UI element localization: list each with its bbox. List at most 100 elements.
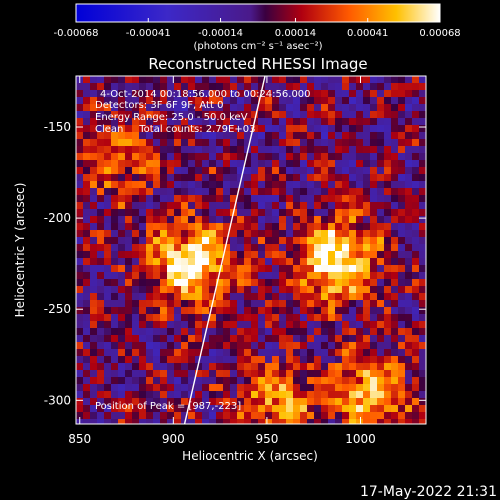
heatmap-cell	[272, 160, 280, 168]
heatmap-cell	[405, 321, 413, 329]
heatmap-cell	[356, 223, 364, 231]
heatmap-cell	[146, 104, 154, 112]
heatmap-cell	[405, 391, 413, 399]
heatmap-cell	[230, 160, 238, 168]
heatmap-cell	[335, 307, 343, 315]
heatmap-cell	[321, 356, 329, 364]
heatmap-cell	[216, 139, 224, 147]
heatmap-cell	[104, 181, 112, 189]
heatmap-cell	[342, 181, 350, 189]
heatmap-cell	[83, 349, 91, 357]
heatmap-cell	[202, 363, 210, 371]
heatmap-cell	[146, 76, 154, 84]
heatmap-cell	[265, 125, 273, 133]
heatmap-cell	[202, 146, 210, 154]
heatmap-cell	[244, 104, 252, 112]
heatmap-cell	[377, 111, 385, 119]
heatmap-cell	[174, 307, 182, 315]
heatmap-cell	[251, 363, 259, 371]
heatmap-cell	[419, 300, 426, 308]
heatmap-cell	[181, 223, 189, 231]
heatmap-cell	[97, 405, 105, 413]
heatmap-cell	[237, 230, 245, 238]
heatmap-cell	[202, 181, 210, 189]
heatmap-cell	[230, 139, 238, 147]
heatmap-cell	[223, 265, 231, 273]
heatmap-cell	[412, 391, 420, 399]
heatmap-cell	[342, 356, 350, 364]
heatmap-cell	[223, 216, 231, 224]
heatmap-cell	[349, 230, 357, 238]
heatmap-cell	[293, 125, 301, 133]
heatmap-cell	[349, 153, 357, 161]
heatmap-cell	[349, 370, 357, 378]
heatmap-cell	[328, 293, 336, 301]
heatmap-cell	[349, 216, 357, 224]
heatmap-cell	[286, 209, 294, 217]
heatmap-cell	[398, 90, 406, 98]
heatmap-cell	[97, 160, 105, 168]
heatmap-cell	[97, 202, 105, 210]
heatmap-cell	[146, 118, 154, 126]
heatmap-cell	[132, 125, 140, 133]
heatmap-cell	[90, 139, 98, 147]
heatmap-cell	[405, 230, 413, 238]
heatmap-cell	[202, 195, 210, 203]
heatmap-cell	[398, 209, 406, 217]
heatmap-cell	[111, 335, 119, 343]
heatmap-cell	[286, 412, 294, 420]
heatmap-cell	[412, 153, 420, 161]
heatmap-cell	[272, 97, 280, 105]
heatmap-cell	[321, 293, 329, 301]
heatmap-cell	[76, 363, 84, 371]
heatmap-cell	[202, 216, 210, 224]
heatmap-cell	[146, 111, 154, 119]
heatmap-cell	[132, 279, 140, 287]
heatmap-cell	[363, 279, 371, 287]
heatmap-cell	[111, 251, 119, 259]
heatmap-cell	[251, 377, 259, 385]
heatmap-cell	[146, 335, 154, 343]
heatmap-cell	[153, 391, 161, 399]
heatmap-cell	[181, 195, 189, 203]
heatmap-cell	[146, 167, 154, 175]
heatmap-cell	[405, 139, 413, 147]
heatmap-cell	[405, 174, 413, 182]
heatmap-cell	[118, 209, 126, 217]
heatmap-cell	[76, 104, 84, 112]
heatmap-cell	[209, 328, 217, 336]
heatmap-cell	[265, 349, 273, 357]
heatmap-cell	[202, 139, 210, 147]
heatmap-cell	[286, 125, 294, 133]
heatmap-cell	[363, 405, 371, 413]
heatmap-cell	[286, 167, 294, 175]
heatmap-cell	[216, 160, 224, 168]
heatmap-cell	[370, 279, 378, 287]
heatmap-cell	[160, 181, 168, 189]
heatmap-cell	[76, 384, 84, 392]
heatmap-cell	[223, 181, 231, 189]
heatmap-cell	[335, 125, 343, 133]
heatmap-cell	[202, 258, 210, 266]
heatmap-cell	[335, 195, 343, 203]
heatmap-cell	[195, 405, 203, 413]
heatmap-cell	[300, 391, 308, 399]
heatmap-cell	[258, 384, 266, 392]
heatmap-cell	[118, 307, 126, 315]
heatmap-cell	[328, 146, 336, 154]
heatmap-cell	[286, 237, 294, 245]
heatmap-cell	[251, 342, 259, 350]
heatmap-cell	[195, 153, 203, 161]
heatmap-cell	[251, 384, 259, 392]
heatmap-cell	[251, 139, 259, 147]
heatmap-cell	[76, 405, 84, 413]
heatmap-cell	[356, 342, 364, 350]
heatmap-cell	[293, 342, 301, 350]
heatmap-cell	[279, 104, 287, 112]
heatmap-cell	[244, 286, 252, 294]
heatmap-cell	[258, 398, 266, 406]
heatmap-cell	[258, 188, 266, 196]
heatmap-cell	[328, 209, 336, 217]
heatmap-cell	[384, 328, 392, 336]
heatmap-cell	[83, 202, 91, 210]
